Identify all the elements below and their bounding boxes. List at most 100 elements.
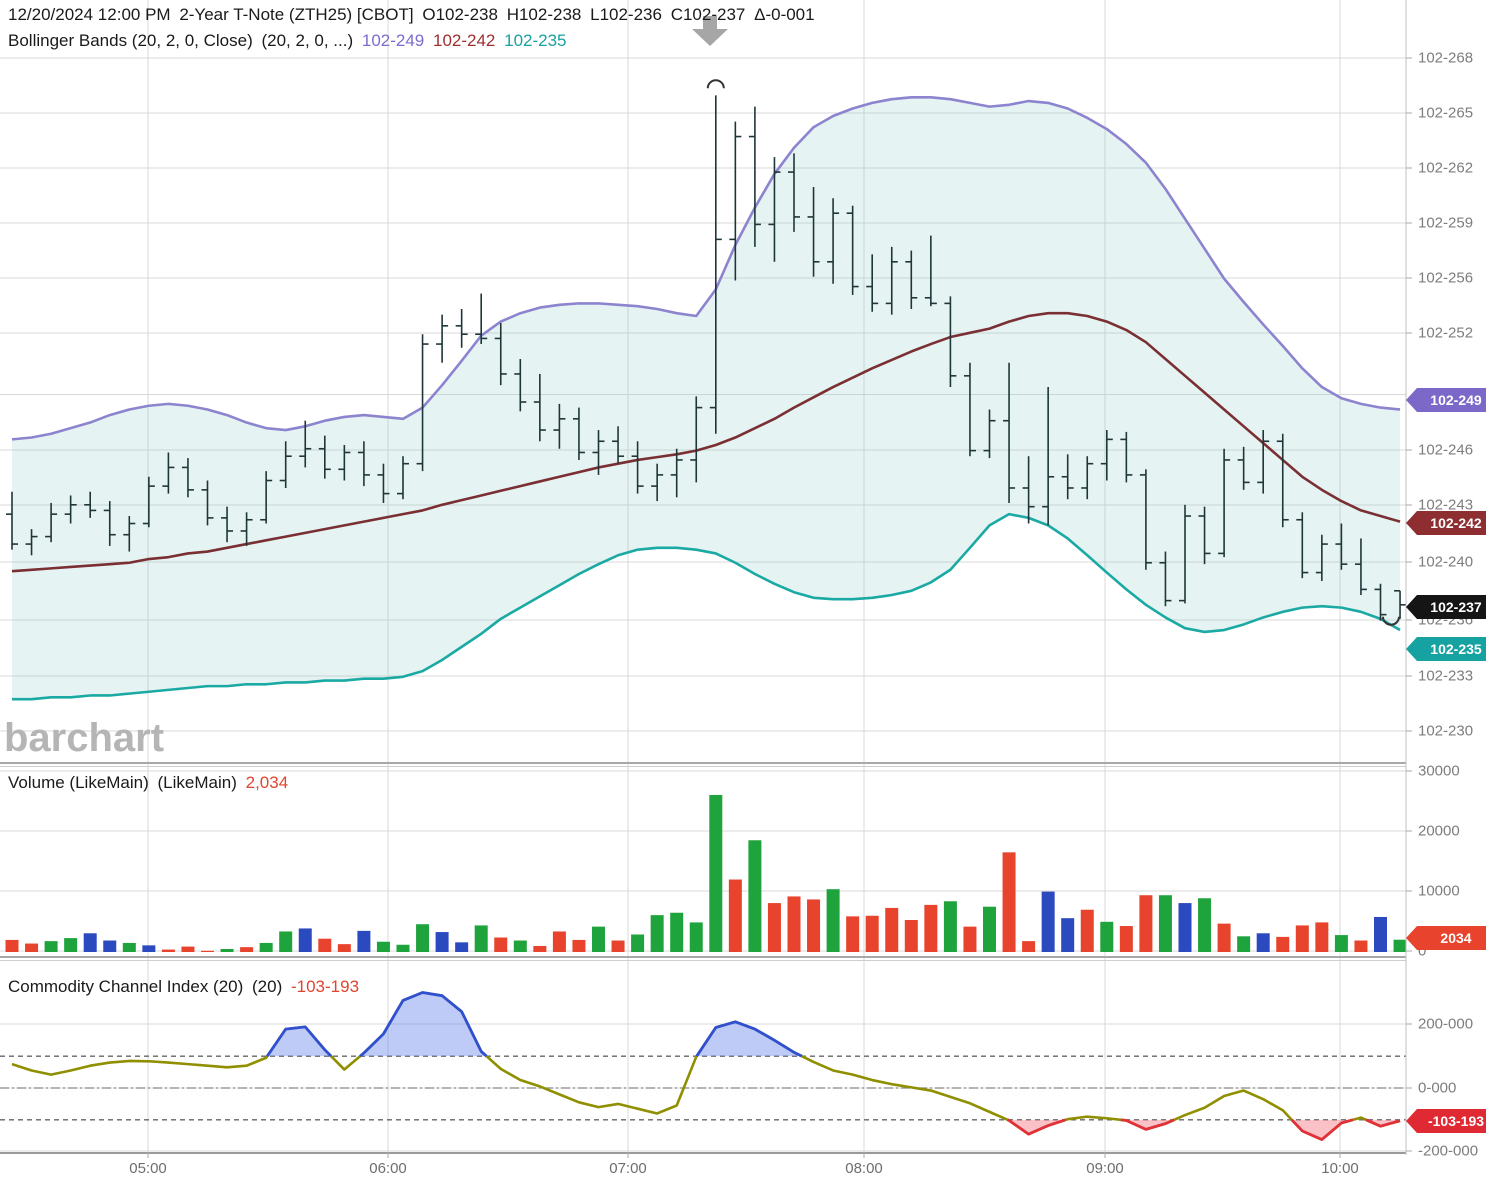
ohlc-bar xyxy=(201,480,214,526)
ohlc-bar xyxy=(1218,448,1231,558)
price-axis-label: 102-240 xyxy=(1418,553,1474,571)
title-low: L102-236 xyxy=(590,5,662,24)
volume-bar xyxy=(44,941,58,952)
ohlc-bar xyxy=(690,396,703,483)
volume-bar xyxy=(1217,923,1231,952)
volume-bar xyxy=(1198,898,1212,952)
volume-bar xyxy=(122,942,136,952)
ohlc-bar xyxy=(1257,430,1270,494)
barchart-logo: barchart xyxy=(4,716,165,760)
ohlc-bar xyxy=(1394,589,1407,619)
ohlc-bar xyxy=(1179,504,1191,604)
ohlc-bar xyxy=(25,529,38,556)
volume-value: 2,034 xyxy=(245,773,289,792)
ohlc-bar xyxy=(64,495,77,524)
ohlc-bar xyxy=(1198,506,1211,565)
ohlc-bar xyxy=(709,95,722,434)
volume-bar xyxy=(1178,903,1192,952)
ohlc-bar xyxy=(142,476,155,528)
volume-bar xyxy=(1237,936,1251,952)
volume-bar xyxy=(83,933,97,952)
ohlc-bar xyxy=(162,452,175,494)
time-axis-label: 10:00 xyxy=(1321,1160,1359,1177)
ohlc-bar xyxy=(905,250,918,309)
ohlc-bar xyxy=(45,502,58,543)
bollinger-upper-badge: 102-249 xyxy=(1406,388,1486,412)
volume-bar xyxy=(885,907,899,952)
ohlc-bar xyxy=(729,121,742,281)
cci-name[interactable]: Commodity Channel Index (20) xyxy=(8,977,244,996)
volume-bar xyxy=(787,896,801,952)
bollinger-name[interactable]: Bollinger Bands (20, 2, 0, Close) xyxy=(8,31,253,50)
volume-bar xyxy=(201,950,214,952)
volume-bar xyxy=(552,931,566,952)
ohlc-bar xyxy=(651,463,664,502)
ohlc-bar xyxy=(885,246,898,315)
volume-bar xyxy=(5,939,19,952)
ohlc-bar xyxy=(807,187,820,277)
volume-axis-label: 0 xyxy=(1418,942,1427,960)
volume-bar xyxy=(1315,922,1329,952)
time-axis-label: 05:00 xyxy=(129,1160,167,1177)
ohlc-bar xyxy=(1354,538,1367,596)
volume-bar xyxy=(1334,935,1348,952)
cci-axis-label: 200-000 xyxy=(1418,1015,1474,1033)
ohlc-bar xyxy=(1003,362,1016,503)
volume-bar xyxy=(1061,918,1075,952)
volume-bar xyxy=(592,926,605,952)
title-close: C102-237 xyxy=(670,5,746,24)
volume-bar xyxy=(650,915,664,952)
volume-bar xyxy=(161,949,175,952)
volume-axis-label: 30000 xyxy=(1418,762,1460,780)
ohlc-bar xyxy=(514,359,527,412)
ohlc-bar xyxy=(221,506,234,543)
volume-bar xyxy=(240,947,254,952)
volume-bar xyxy=(298,928,312,952)
ohlc-bar xyxy=(1335,523,1348,570)
volume-bar xyxy=(983,906,996,952)
ohlc-bar xyxy=(1374,583,1387,621)
title-datetime: 12/20/2024 12:00 PM xyxy=(8,5,171,24)
ohlc-bar xyxy=(553,403,566,449)
volume-bar xyxy=(1393,939,1407,952)
time-axis-label: 08:00 xyxy=(845,1160,883,1177)
ohlc-bar xyxy=(455,308,468,348)
price-axis-label: 102-233 xyxy=(1418,667,1474,685)
price-axis-label: 102-268 xyxy=(1418,49,1474,67)
price-axis-label: 102-265 xyxy=(1418,104,1474,122)
ohlc-bar xyxy=(592,430,605,475)
ohlc-bar xyxy=(436,314,449,363)
bollinger-upper-value: 102-249 xyxy=(361,31,425,50)
volume-params: (LikeMain) xyxy=(157,773,237,792)
volume-bar xyxy=(1041,891,1055,952)
volume-bar xyxy=(963,926,977,952)
ohlc-bar xyxy=(748,106,761,247)
volume-badge: 2034 xyxy=(1406,926,1486,950)
volume-bar xyxy=(513,940,527,952)
ohlc-bar xyxy=(768,157,781,262)
ohlc-bar xyxy=(1022,456,1035,524)
time-axis-label: 07:00 xyxy=(609,1160,647,1177)
ohlc-bar xyxy=(377,463,390,503)
ohlc-bar xyxy=(1296,512,1309,579)
ohlc-bar xyxy=(279,441,292,488)
ohlc-bar xyxy=(84,491,97,518)
ohlc-bar xyxy=(612,426,625,464)
ohlc-bar xyxy=(1120,431,1133,483)
ohlc-bar xyxy=(494,323,507,386)
volume-bar xyxy=(220,948,234,952)
ohlc-bar xyxy=(181,458,194,498)
volume-name[interactable]: Volume (LikeMain) xyxy=(8,773,149,792)
price-axis-label: 102-252 xyxy=(1418,324,1474,342)
ohlc-bar xyxy=(983,409,996,459)
title-bar: 12/20/2024 12:00 PM 2-Year T-Note (ZTH25… xyxy=(8,5,819,25)
volume-bar xyxy=(1080,909,1094,952)
ohlc-bar xyxy=(1061,454,1074,500)
title-high: H102-238 xyxy=(506,5,582,24)
bollinger-legend: Bollinger Bands (20, 2, 0, Close) (20, 2… xyxy=(8,31,571,51)
price-axis-label: 102-256 xyxy=(1418,269,1474,287)
ohlc-bar xyxy=(846,205,859,295)
ohlc-bar xyxy=(827,198,840,284)
